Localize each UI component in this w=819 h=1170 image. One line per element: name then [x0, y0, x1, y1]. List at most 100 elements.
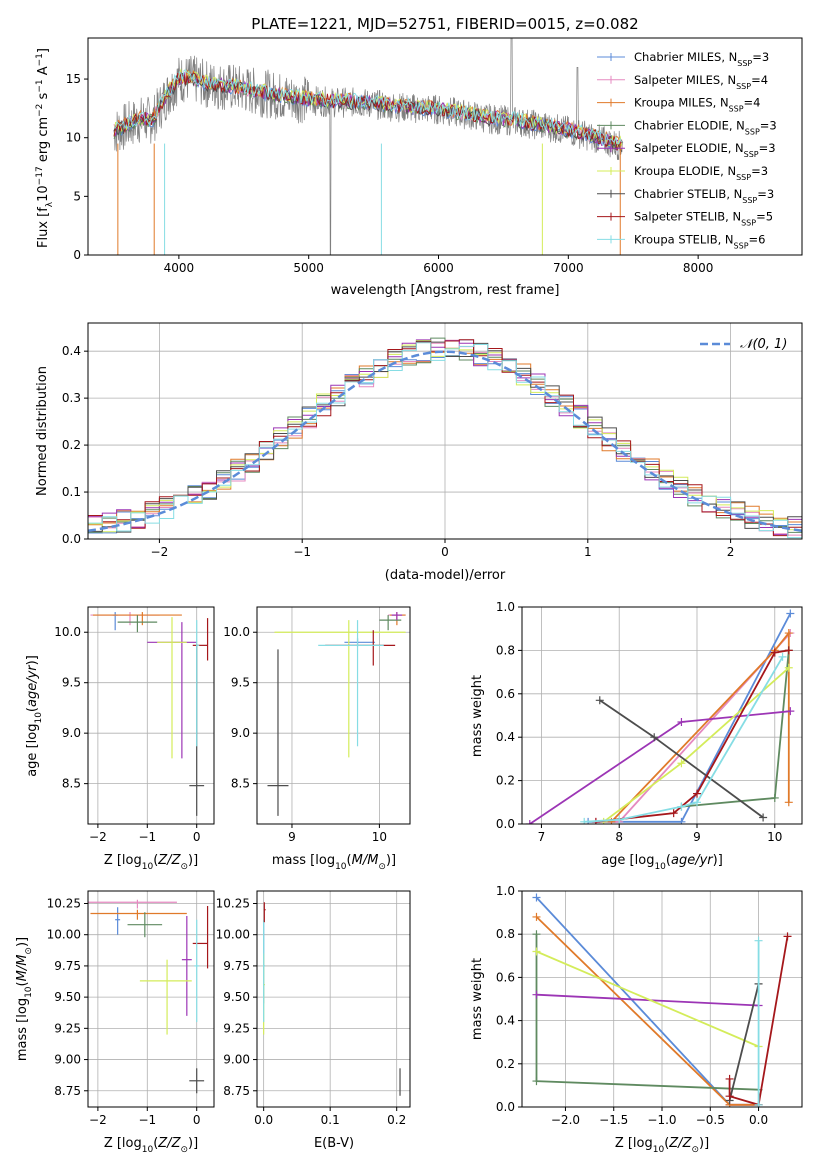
residuals-plot-area — [88, 337, 802, 539]
massweight_vs_age-plot-area — [525, 609, 795, 824]
x-tick-label: 9 — [288, 830, 296, 844]
x-tick-label: 7000 — [553, 261, 584, 275]
y-tick-label: 0.0 — [62, 532, 81, 546]
errorbar-point — [117, 615, 158, 633]
x-tick-label: 0 — [193, 1113, 201, 1127]
model-spectrum-line — [113, 72, 623, 152]
y-tick-label: 10.00 — [47, 928, 81, 942]
spectrum-xlabel: wavelength [Angstrom, rest frame] — [331, 283, 560, 298]
x-tick-label: −1 — [293, 545, 311, 559]
massweight-vs-Z-ylabel: mass weight — [470, 958, 485, 1040]
x-tick-label: 6000 — [423, 261, 454, 275]
gaussian-curve — [88, 350, 802, 533]
errorbar-point — [263, 919, 265, 1023]
mass-weight-marker — [677, 718, 686, 727]
errorbar-point — [379, 615, 402, 631]
x-tick-label: 0 — [193, 830, 201, 844]
model-spectrum-line — [113, 71, 623, 150]
y-tick-label: 0.1 — [62, 485, 81, 499]
mass-weight-marker — [693, 798, 701, 807]
x-tick-label: 9 — [693, 830, 701, 844]
y-tick-label: 0.4 — [496, 1014, 515, 1028]
errorbar-point — [192, 618, 209, 661]
mass-weight-marker — [677, 802, 686, 811]
errorbar-point — [267, 649, 289, 816]
y-tick-label: 8.5 — [62, 777, 81, 791]
errorbar-point — [157, 617, 187, 759]
mass-weight-marker — [580, 817, 589, 824]
legend-entry: Chabrier STELIB, NSSP=3 — [597, 187, 774, 205]
errorbar-point — [318, 620, 384, 747]
y-tick-label: 0.4 — [496, 730, 515, 744]
x-tick-label: 4000 — [164, 261, 195, 275]
model-spectrum-line — [113, 71, 622, 153]
mass-weight-series — [595, 696, 768, 822]
y-tick-label: 5 — [73, 189, 81, 203]
mass-weight-marker — [532, 912, 541, 921]
mass-weight-marker — [786, 707, 795, 716]
mass_vs_Z-frame — [87, 890, 215, 1108]
x-tick-label: −2 — [89, 830, 107, 844]
mass-weight-series — [725, 979, 763, 1105]
x-tick-label: −2 — [151, 545, 169, 559]
x-tick-label: −1 — [138, 1113, 156, 1127]
x-tick-label: 10 — [767, 830, 782, 844]
y-tick-label: 0.3 — [62, 391, 81, 405]
mass-weight-series — [532, 947, 763, 1051]
errorbar-point — [88, 899, 177, 909]
y-tick-label: 9.50 — [223, 990, 250, 1004]
y-tick-label: 0.6 — [496, 687, 515, 701]
legend-label: Kroupa MILES, NSSP=4 — [634, 96, 760, 114]
y-tick-label: 0.6 — [496, 970, 515, 984]
mass-weight-series — [525, 707, 795, 824]
legend-label: Chabrier STELIB, NSSP=3 — [634, 187, 774, 205]
model-spectrum-line — [113, 69, 623, 146]
x-tick-label: 0.2 — [387, 1113, 406, 1127]
age_vs_Z-axes: −2 −1 0 8.5 9.0 9.5 10.0 Z [log10(Z/Z⊙)] age [lo… — [25, 606, 215, 872]
age_vs_mass-axes: 9 10 8.5 9.0 9.5 10.0 mass [log10(M/M⊙)] — [223, 606, 411, 872]
x-tick-label: 2 — [727, 545, 735, 559]
mass-vs-Z-xlabel: Z [log10(Z/Z⊙)] — [104, 1136, 198, 1155]
mass-weight-series — [584, 609, 795, 824]
x-tick-label: −1.5 — [599, 1113, 628, 1127]
mass-weight-series — [580, 652, 787, 824]
massweight_vs_age-axes: 7 8 9 10 0.0 0.2 0.4 0.6 0.8 1.0 age [log10(age/yr… — [470, 600, 803, 872]
mass-weight-marker — [669, 809, 678, 818]
figure-title: PLATE=1221, MJD=52751, FIBERID=0015, z=0… — [251, 15, 638, 33]
mass-weight-series — [754, 936, 763, 1107]
errorbar-point — [194, 919, 200, 1023]
residuals-axes: −2 −1 0 1 2 0.0 0.1 0.2 0.3 0.4 𝒩(0, 1) (data-model… — [35, 322, 803, 583]
mass_vs_Z-axes: −2 −1 0 8.75 9.00 9.25 9.50 9.75 10.00 10.25 Z [lo… — [15, 890, 215, 1155]
massweight-vs-age-ylabel: mass weight — [470, 675, 485, 757]
errorbar-point — [115, 907, 121, 935]
massweight-vs-Z-xlabel: Z [log10(Z/Z⊙)] — [615, 1136, 709, 1155]
mass-weight-marker — [754, 936, 763, 945]
mass-weight-series — [532, 930, 763, 1094]
y-tick-label: 0.0 — [496, 817, 515, 831]
mass-weight-marker — [677, 817, 686, 824]
legend-label: Salpeter MILES, NSSP=4 — [634, 73, 768, 91]
y-tick-label: 8.5 — [231, 777, 250, 791]
x-tick-label: 0.0 — [749, 1113, 768, 1127]
mass-weight-marker — [650, 733, 659, 742]
legend-entry: Kroupa MILES, NSSP=4 — [597, 96, 760, 114]
mass-weight-marker — [525, 820, 534, 824]
x-tick-label: 5000 — [293, 261, 324, 275]
legend-label: Chabrier ELODIE, NSSP=3 — [634, 118, 777, 136]
legend-label: Kroupa ELODIE, NSSP=3 — [634, 164, 768, 182]
y-tick-label: 8.75 — [223, 1084, 250, 1098]
mass-weight-marker — [532, 930, 541, 939]
age_vs_mass-plot-area — [267, 612, 406, 816]
y-tick-label: 10.0 — [54, 625, 81, 639]
massweight_vs_Z-plot-area — [532, 893, 792, 1107]
errorbar-point — [192, 905, 209, 969]
mass-weight-marker — [615, 815, 624, 824]
mass-weight-marker — [759, 813, 768, 822]
y-tick-label: 10 — [66, 131, 81, 145]
y-tick-label: 9.5 — [62, 676, 81, 690]
y-tick-label: 0.2 — [496, 1057, 515, 1071]
x-tick-label: −1.0 — [647, 1113, 676, 1127]
observed-spectrum-line — [113, 38, 624, 255]
mass-weight-marker — [532, 1077, 541, 1086]
legend-label: Chabrier MILES, NSSP=3 — [634, 50, 769, 68]
